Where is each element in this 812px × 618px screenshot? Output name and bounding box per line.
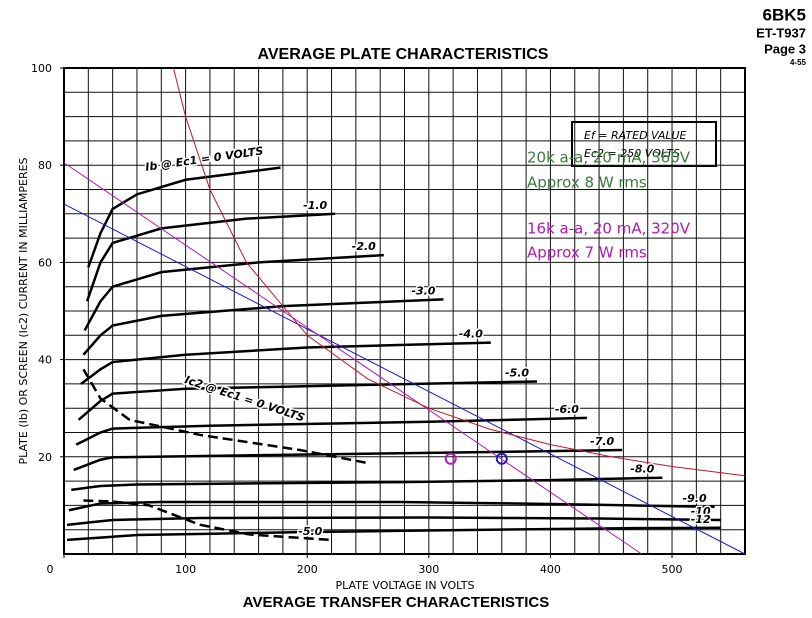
curve-label: Ic2 @ Ec1 = 0 VOLTS xyxy=(183,373,306,424)
curve-label: -7.0 xyxy=(590,435,614,448)
y-tick-label: 40 xyxy=(38,354,52,367)
load-line xyxy=(63,162,642,555)
plate-curve xyxy=(66,526,721,542)
plate-curve xyxy=(83,253,384,332)
plate-curve xyxy=(66,516,721,527)
chart-title: AVERAGE PLATE CHARACTERISTICS xyxy=(258,46,549,63)
plate-curve xyxy=(83,499,331,542)
curve-label: -5.0 xyxy=(505,366,529,379)
header-page: Page 3 xyxy=(764,41,806,56)
footer-title: AVERAGE TRANSFER CHARACTERISTICS xyxy=(243,594,549,611)
curve-label: -5.0 xyxy=(298,525,322,538)
y-axis-label: PLATE (Ib) OR SCREEN (Ic2) CURRENT IN MI… xyxy=(17,157,30,464)
curve-label: -12 xyxy=(691,513,711,526)
plate-curve xyxy=(82,368,366,464)
plate-curve xyxy=(75,416,587,446)
curve-label: Ib @ Ec1 = 0 VOLTS xyxy=(145,144,265,173)
curve-label: -8.0 xyxy=(630,463,654,476)
curve-label: -1.0 xyxy=(303,199,327,212)
plate-curve xyxy=(80,341,491,385)
load-line xyxy=(63,203,746,555)
plate-curve xyxy=(71,476,663,492)
curve-label: -3.0 xyxy=(411,284,435,297)
grid xyxy=(60,67,746,558)
x-tick-label: 100 xyxy=(175,563,196,576)
header-date: 4-55 xyxy=(790,58,807,67)
annotation: 16k a-a, 20 mA, 320V xyxy=(527,220,691,238)
y-tick-label: 60 xyxy=(38,256,52,269)
header-model: 6BK5 xyxy=(763,5,806,24)
curve-label: -6.0 xyxy=(555,403,579,416)
x-tick-label: 300 xyxy=(418,563,439,576)
plate-curve xyxy=(82,298,444,356)
conditions-box xyxy=(571,121,717,167)
x-axis-label: PLATE VOLTAGE IN VOLTS xyxy=(336,579,475,592)
operating-point xyxy=(495,452,508,465)
curve-label: -10 xyxy=(691,505,711,518)
box-text: Ef = RATED VALUE xyxy=(584,129,687,142)
annotation: Approx 7 W rms xyxy=(527,244,647,262)
plate-curve xyxy=(77,380,538,421)
curves xyxy=(63,67,746,555)
annotation: Approx 8 W rms xyxy=(527,174,647,192)
x-tick-label: 0 xyxy=(47,563,54,576)
annotation: 20k a-a, 20 mA, 360V xyxy=(527,149,691,167)
y-tick-label: 100 xyxy=(31,62,52,75)
operating-point xyxy=(444,452,457,465)
header-code: ET-T937 xyxy=(756,25,806,40)
curve-label: -9.0 xyxy=(683,492,707,505)
plot-frame xyxy=(63,67,746,555)
curve-label: -2.0 xyxy=(352,240,376,253)
plate-curve xyxy=(85,212,336,302)
x-tick-label: 500 xyxy=(662,563,683,576)
plate-curve xyxy=(73,448,623,472)
y-tick-label: 20 xyxy=(38,451,52,464)
plate-curve xyxy=(87,166,281,268)
plate-curve xyxy=(68,500,715,512)
x-tick-label: 400 xyxy=(540,563,561,576)
y-tick-label: 80 xyxy=(38,159,52,172)
curve-label: -4.0 xyxy=(459,328,483,341)
x-tick-label: 200 xyxy=(297,563,318,576)
load-line xyxy=(172,67,746,477)
box-text: Ec2 = 250 VOLTS xyxy=(584,147,680,160)
